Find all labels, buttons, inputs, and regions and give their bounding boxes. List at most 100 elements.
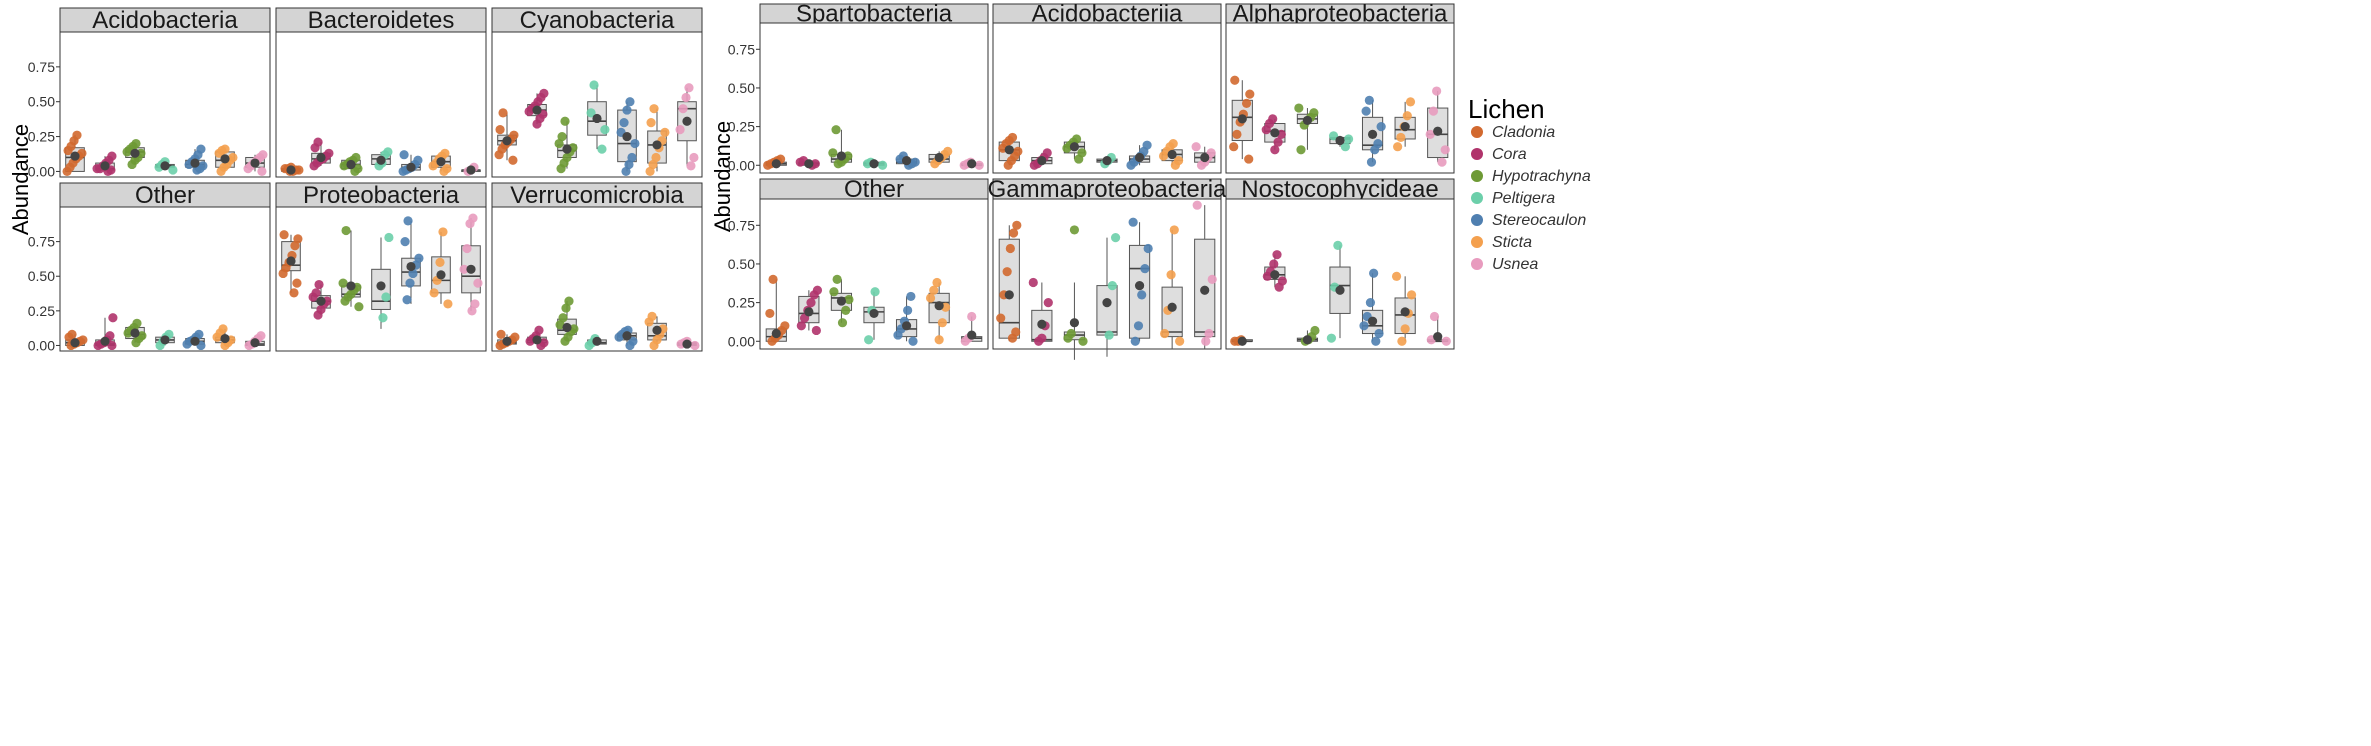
mean-point xyxy=(1433,126,1443,136)
data-point xyxy=(1364,95,1374,105)
data-point xyxy=(831,125,841,135)
data-point xyxy=(292,278,302,288)
data-point xyxy=(168,165,178,175)
box-group-stereocaulon xyxy=(1361,95,1386,167)
box-group-cora xyxy=(92,151,117,177)
data-point xyxy=(925,293,936,303)
data-point xyxy=(841,305,851,315)
y-tick-label: 0.50 xyxy=(728,80,755,96)
mean-point xyxy=(1134,280,1145,291)
data-point xyxy=(1042,148,1052,158)
data-point xyxy=(510,332,520,342)
mean-point xyxy=(1335,285,1345,295)
data-point xyxy=(220,144,230,154)
data-point xyxy=(1169,225,1179,235)
data-point xyxy=(462,243,472,254)
data-point xyxy=(78,335,88,345)
data-point xyxy=(473,278,483,288)
data-point xyxy=(932,277,942,288)
data-point xyxy=(131,138,141,149)
y-axis-title: Abundance xyxy=(8,124,33,235)
facet-strip-label: Verrucomicrobia xyxy=(510,182,684,209)
mean-point xyxy=(316,152,326,163)
mean-point xyxy=(286,256,296,266)
box-group-hypotrachyna xyxy=(1296,325,1320,346)
data-point xyxy=(628,336,638,346)
data-point xyxy=(1037,333,1047,343)
mean-point xyxy=(1270,270,1280,280)
mean-point xyxy=(376,155,386,165)
data-point xyxy=(1393,142,1403,152)
data-point xyxy=(1168,139,1178,149)
mean-point xyxy=(934,152,944,163)
legend-label: Hypotrachyna xyxy=(1492,168,1591,185)
facet-panel: Acidobacteriia xyxy=(992,1,1222,174)
data-point xyxy=(383,147,393,157)
box-group-peltigera xyxy=(1096,233,1121,357)
legend-swatch xyxy=(1471,170,1483,182)
data-point xyxy=(1110,233,1121,243)
data-point xyxy=(1391,271,1402,281)
data-point xyxy=(1007,132,1018,143)
data-point xyxy=(198,161,208,171)
facet-strip xyxy=(491,7,703,33)
mean-point xyxy=(502,136,512,146)
data-point xyxy=(470,299,480,309)
data-point xyxy=(403,216,413,226)
data-point xyxy=(1440,145,1450,155)
data-point xyxy=(906,291,916,302)
mean-point xyxy=(1433,332,1443,342)
data-point xyxy=(1071,134,1082,144)
box-group-hypotrachyna xyxy=(123,318,147,348)
box-group-sticta xyxy=(645,104,670,177)
data-point xyxy=(1230,75,1240,85)
box-group-peltigera xyxy=(1328,131,1354,152)
box-group-usnea xyxy=(243,150,268,177)
box-group-sticta xyxy=(928,146,953,169)
mean-point xyxy=(1237,114,1247,124)
box-group-cladonia xyxy=(998,132,1023,170)
box-group-usnea xyxy=(676,336,700,351)
mean-point xyxy=(1237,336,1247,346)
legend-swatch xyxy=(1471,236,1483,248)
data-point xyxy=(586,108,596,118)
data-point xyxy=(313,137,323,147)
mean-point xyxy=(1270,128,1280,138)
data-point xyxy=(429,288,439,298)
data-point xyxy=(459,264,469,274)
box-group-sticta xyxy=(212,324,236,351)
data-point xyxy=(1173,156,1184,166)
data-point xyxy=(378,313,388,323)
data-point xyxy=(438,227,448,237)
box-group-cora xyxy=(309,137,334,171)
box-group-hypotrachyna xyxy=(829,274,854,328)
data-point xyxy=(686,161,696,171)
mean-point xyxy=(1302,115,1313,126)
mean-point xyxy=(1167,302,1177,312)
mean-point xyxy=(682,116,692,126)
box-group-sticta xyxy=(1158,139,1184,170)
box-group-cora xyxy=(1028,277,1053,346)
legend-label: Stereocaulon xyxy=(1492,212,1586,229)
facet-panel: Cyanobacteria xyxy=(491,7,703,178)
data-point xyxy=(442,164,452,174)
box-group-cladonia xyxy=(278,230,303,298)
data-point xyxy=(558,313,568,323)
data-point xyxy=(1077,148,1087,158)
mean-point xyxy=(346,159,356,170)
mean-point xyxy=(100,161,110,171)
data-point xyxy=(314,279,324,290)
data-point xyxy=(351,152,361,163)
data-point xyxy=(560,116,570,126)
box-group-stereocaulon xyxy=(398,150,423,177)
data-point xyxy=(324,148,334,158)
data-point xyxy=(812,285,823,295)
data-point xyxy=(1400,324,1410,334)
data-point xyxy=(107,151,117,161)
box-group-stereocaulon xyxy=(1128,217,1153,346)
mean-point xyxy=(1134,152,1145,163)
data-point xyxy=(1005,243,1015,254)
box-group-cora xyxy=(93,313,118,351)
legend-swatch xyxy=(1471,214,1483,226)
mean-point xyxy=(901,321,912,331)
